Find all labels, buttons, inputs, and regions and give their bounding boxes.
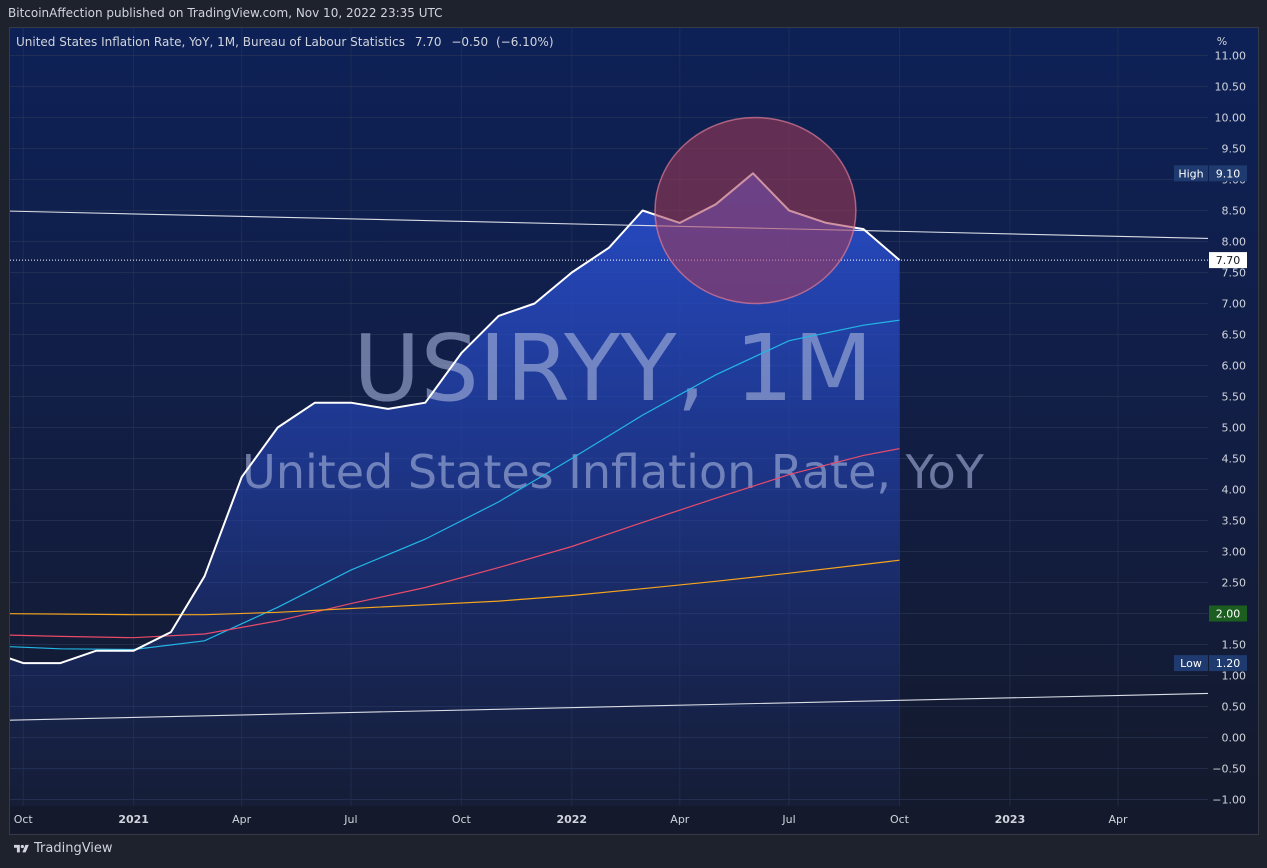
y-tick-label: 1.00: [1222, 670, 1247, 683]
high-value-label: 9.10: [1216, 167, 1241, 180]
tradingview-logo-icon: [14, 844, 29, 852]
highlight-layer: [654, 116, 857, 305]
y-tick-label: 6.50: [1222, 329, 1247, 342]
highlight-circle[interactable]: [654, 116, 857, 305]
moving-average-fast-line: [10, 319, 900, 651]
low-value-label: 1.20: [1216, 657, 1241, 670]
axis-layer: 11.0010.5010.009.509.008.508.007.507.006…: [14, 50, 1247, 826]
trendline-upper[interactable]: [10, 210, 1208, 239]
y-tick-label: 9.50: [1222, 143, 1247, 156]
low-tag-bg: [1174, 655, 1208, 672]
current-value-label: 7.70: [1216, 254, 1241, 267]
chart-panel[interactable]: USIRYY, 1M United States Inflation Rate,…: [9, 27, 1259, 835]
y-tick-label: 8.50: [1222, 205, 1247, 218]
area-fill: [10, 173, 900, 806]
y-tick-label: 2.50: [1222, 577, 1247, 590]
x-tick-label: 2021: [118, 813, 149, 826]
y-tick-label: 4.50: [1222, 453, 1247, 466]
high-tag-bg: [1174, 165, 1208, 182]
published-line: BitcoinAffection published on TradingVie…: [8, 6, 443, 20]
x-tick-label: Apr: [1108, 813, 1128, 826]
moving-average-slow-line: [10, 559, 900, 616]
current-value-label-bg: [1209, 252, 1247, 269]
y-tick-label: 5.00: [1222, 422, 1247, 435]
legend-series-title: United States Inflation Rate, YoY, 1M, B…: [16, 35, 405, 49]
x-tick-label: Oct: [890, 813, 910, 826]
x-tick-label: Oct: [452, 813, 472, 826]
y-tick-label: 6.00: [1222, 360, 1247, 373]
trendline-lower[interactable]: [10, 692, 1208, 721]
y-tick-label: 3.50: [1222, 515, 1247, 528]
y-tick-label: −0.50: [1212, 763, 1246, 776]
footer-brand-label: TradingView: [34, 841, 113, 856]
y-tick-label: 3.00: [1222, 546, 1247, 559]
low-value-label-bg: [1209, 655, 1247, 672]
footer-brand[interactable]: TradingView: [14, 841, 113, 856]
area-layer: [10, 173, 900, 806]
y-tick-label: −1.00: [1212, 794, 1246, 807]
legend[interactable]: United States Inflation Rate, YoY, 1M, B…: [16, 35, 554, 49]
x-tick-label: 2023: [995, 813, 1026, 826]
level-value-label: 2.00: [1216, 608, 1241, 621]
legend-change-pct: (−6.10%): [496, 35, 554, 49]
high-value-label-bg: [1209, 165, 1247, 182]
x-tick-label: Apr: [232, 813, 252, 826]
high-tag-label: High: [1178, 167, 1203, 180]
low-tag-label: Low: [1180, 657, 1202, 670]
y-tick-label: 10.50: [1215, 81, 1247, 94]
y-tick-label: 4.00: [1222, 484, 1247, 497]
x-tick-label: Jul: [781, 813, 795, 826]
y-tick-label: 8.00: [1222, 236, 1247, 249]
legend-change: −0.50: [451, 35, 488, 49]
y-tick-label: 7.00: [1222, 298, 1247, 311]
x-tick-label: Jul: [343, 813, 357, 826]
y-unit-label: %: [1217, 35, 1227, 48]
legend-last-value: 7.70: [415, 35, 442, 49]
x-tick-label: 2022: [556, 813, 587, 826]
moving-average-mid-line: [10, 448, 900, 639]
y-tick-label: 11.00: [1215, 50, 1247, 63]
y-tick-label: 0.00: [1222, 732, 1247, 745]
y-tick-label: 5.50: [1222, 391, 1247, 404]
level-value-label-bg: [1209, 605, 1247, 622]
chart-svg[interactable]: USIRYY, 1M United States Inflation Rate,…: [10, 28, 1258, 834]
x-tick-label: Apr: [670, 813, 690, 826]
y-tick-label: 1.50: [1222, 639, 1247, 652]
y-tick-label: 10.00: [1215, 112, 1247, 125]
x-tick-label: Oct: [14, 813, 34, 826]
y-tick-label: 0.50: [1222, 701, 1247, 714]
y-tick-label: 7.50: [1222, 267, 1247, 280]
